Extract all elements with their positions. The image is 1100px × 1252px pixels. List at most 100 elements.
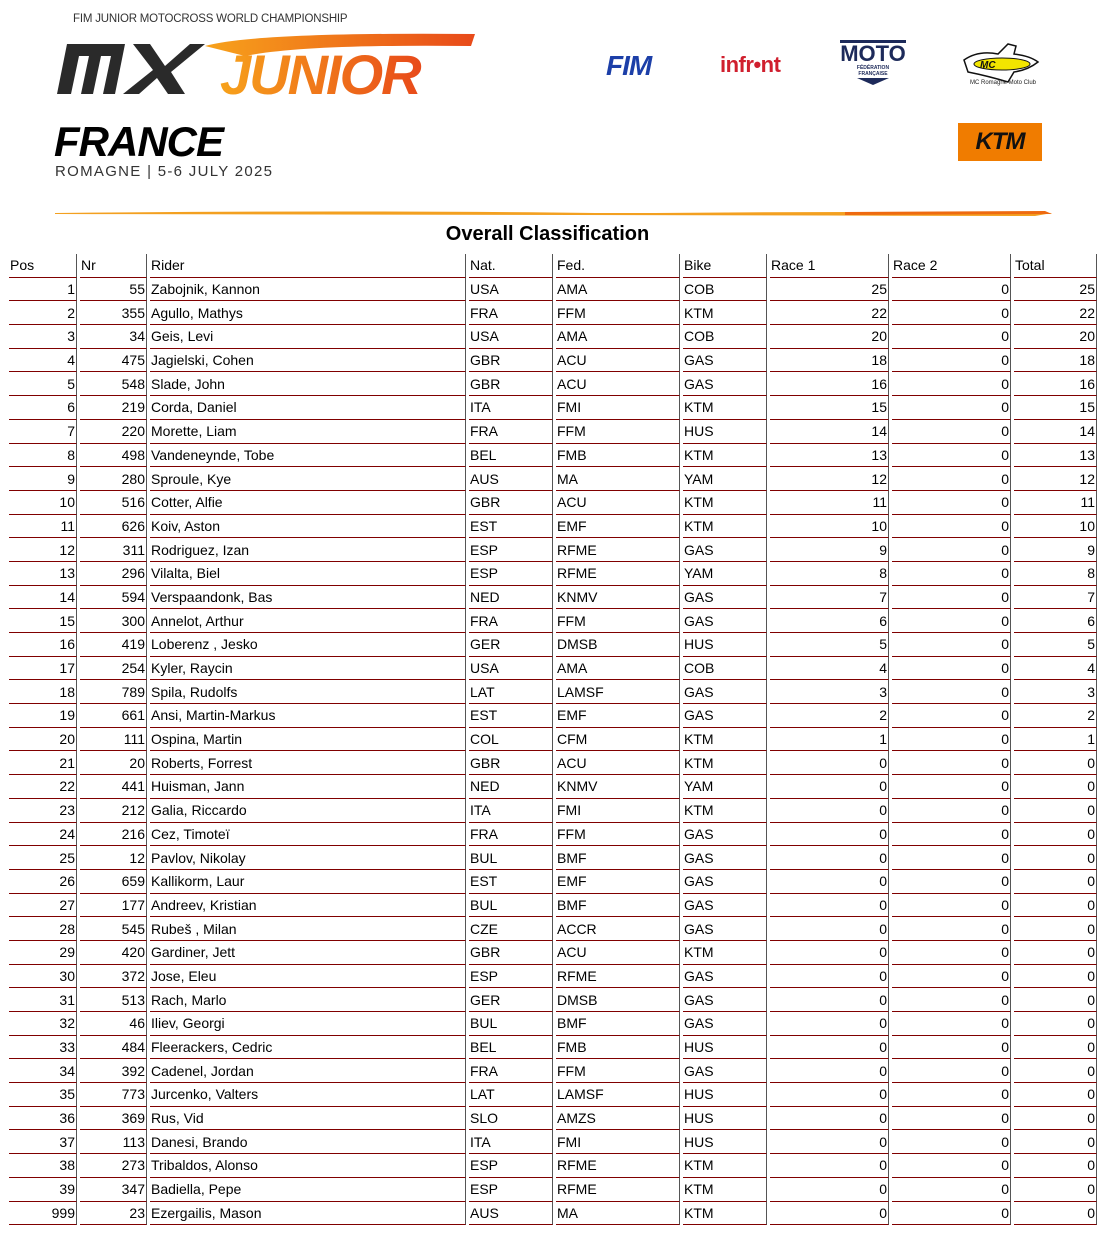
cell-rider: Iliev, Georgi: [150, 1012, 466, 1036]
cell-nat: ESP: [469, 1154, 553, 1178]
cell-nr: 311: [80, 538, 147, 562]
cell-bike: KTM: [683, 751, 767, 776]
cell-bike: GAS: [683, 609, 767, 633]
cell-total: 0: [1014, 917, 1097, 941]
cell-nr: 661: [80, 704, 147, 728]
cell-fed: FMB: [556, 443, 680, 468]
cell-rider: Geis, Levi: [150, 325, 466, 349]
cell-fed: LAMSF: [556, 1083, 680, 1107]
cell-race1: 20: [770, 325, 889, 349]
cell-bike: KTM: [683, 940, 767, 965]
cell-pos: 26: [9, 869, 77, 894]
cell-total: 11: [1014, 490, 1097, 515]
cell-nr: 498: [80, 443, 147, 468]
cell-nat: ESP: [469, 538, 553, 562]
cell-race2: 0: [892, 798, 1011, 823]
cell-race2: 0: [892, 680, 1011, 705]
cell-nr: 23: [80, 1201, 147, 1226]
page-title: Overall Classification: [445, 223, 650, 245]
col-nr: Nr: [80, 254, 147, 278]
cell-total: 0: [1014, 1154, 1097, 1178]
cell-pos: 29: [9, 940, 77, 965]
cell-rider: Cez, Timoteï: [150, 822, 466, 847]
cell-bike: GAS: [683, 917, 767, 941]
cell-nr: 34: [80, 325, 147, 349]
cell-pos: 3: [9, 325, 77, 349]
cell-rider: Vandeneynde, Tobe: [150, 443, 466, 468]
cell-bike: KTM: [683, 1201, 767, 1226]
cell-fed: RFME: [556, 561, 680, 586]
cell-bike: GAS: [683, 822, 767, 847]
cell-race1: 2: [770, 704, 889, 728]
cell-nr: 300: [80, 609, 147, 633]
cell-nat: GBR: [469, 940, 553, 965]
cell-total: 0: [1014, 822, 1097, 847]
cell-race2: 0: [892, 301, 1011, 326]
table-row: 12 311 Rodriguez, Izan ESP RFME GAS 9 0 9: [9, 538, 1097, 562]
cell-total: 0: [1014, 1177, 1097, 1202]
cell-total: 20: [1014, 325, 1097, 349]
cell-race1: 0: [770, 798, 889, 823]
cell-race1: 0: [770, 846, 889, 870]
cell-race2: 0: [892, 467, 1011, 491]
cell-race1: 0: [770, 751, 889, 776]
cell-total: 0: [1014, 1106, 1097, 1131]
table-row: 30 372 Jose, Eleu ESP RFME GAS 0 0 0: [9, 964, 1097, 989]
cell-race1: 18: [770, 348, 889, 373]
cell-nat: GBR: [469, 751, 553, 776]
cell-fed: BMF: [556, 893, 680, 918]
cell-race2: 0: [892, 633, 1011, 657]
cell-fed: ACU: [556, 490, 680, 515]
cell-nr: 296: [80, 561, 147, 586]
cell-pos: 37: [9, 1130, 77, 1155]
cell-rider: Danesi, Brando: [150, 1130, 466, 1155]
cell-race2: 0: [892, 869, 1011, 894]
cell-fed: KNMV: [556, 775, 680, 799]
cell-nr: 545: [80, 917, 147, 941]
cell-fed: AMA: [556, 277, 680, 302]
cell-total: 0: [1014, 775, 1097, 799]
cell-bike: HUS: [683, 1083, 767, 1107]
cell-nr: 55: [80, 277, 147, 302]
cell-bike: KTM: [683, 514, 767, 539]
cell-total: 0: [1014, 940, 1097, 965]
cell-bike: KTM: [683, 727, 767, 752]
cell-bike: HUS: [683, 1130, 767, 1155]
cell-race2: 0: [892, 561, 1011, 586]
cell-rider: Slade, John: [150, 372, 466, 397]
cell-nr: 273: [80, 1154, 147, 1178]
cell-total: 4: [1014, 656, 1097, 681]
cell-rider: Pavlov, Nikolay: [150, 846, 466, 870]
cell-nr: 177: [80, 893, 147, 918]
cell-nr: 513: [80, 988, 147, 1012]
cell-rider: Kallikorm, Laur: [150, 869, 466, 894]
cell-pos: 10: [9, 490, 77, 515]
cell-race2: 0: [892, 1130, 1011, 1155]
cell-race1: 8: [770, 561, 889, 586]
table-row: 18 789 Spila, Rudolfs LAT LAMSF GAS 3 0 3: [9, 680, 1097, 705]
table-row: 35 773 Jurcenko, Valters LAT LAMSF HUS 0 0 0: [9, 1083, 1097, 1107]
cell-bike: HUS: [683, 1035, 767, 1060]
cell-fed: EMF: [556, 869, 680, 894]
cell-race1: 0: [770, 917, 889, 941]
cell-nr: 111: [80, 727, 147, 752]
cell-fed: FMI: [556, 396, 680, 420]
cell-race2: 0: [892, 443, 1011, 468]
cell-pos: 19: [9, 704, 77, 728]
cell-nat: GBR: [469, 490, 553, 515]
table-row: 31 513 Rach, Marlo GER DMSB GAS 0 0 0: [9, 988, 1097, 1012]
cell-race1: 0: [770, 822, 889, 847]
cell-pos: 25: [9, 846, 77, 870]
cell-rider: Huisman, Jann: [150, 775, 466, 799]
cell-race2: 0: [892, 775, 1011, 799]
cell-race1: 16: [770, 372, 889, 397]
cell-total: 0: [1014, 893, 1097, 918]
cell-total: 0: [1014, 1035, 1097, 1060]
table-row: 21 20 Roberts, Forrest GBR ACU KTM 0 0 0: [9, 751, 1097, 776]
table-row: 34 392 Cadenel, Jordan FRA FFM GAS 0 0 0: [9, 1059, 1097, 1084]
cell-rider: Rubeš , Milan: [150, 917, 466, 941]
cell-bike: KTM: [683, 396, 767, 420]
cell-race1: 0: [770, 869, 889, 894]
cell-fed: KNMV: [556, 585, 680, 610]
cell-nat: COL: [469, 727, 553, 752]
